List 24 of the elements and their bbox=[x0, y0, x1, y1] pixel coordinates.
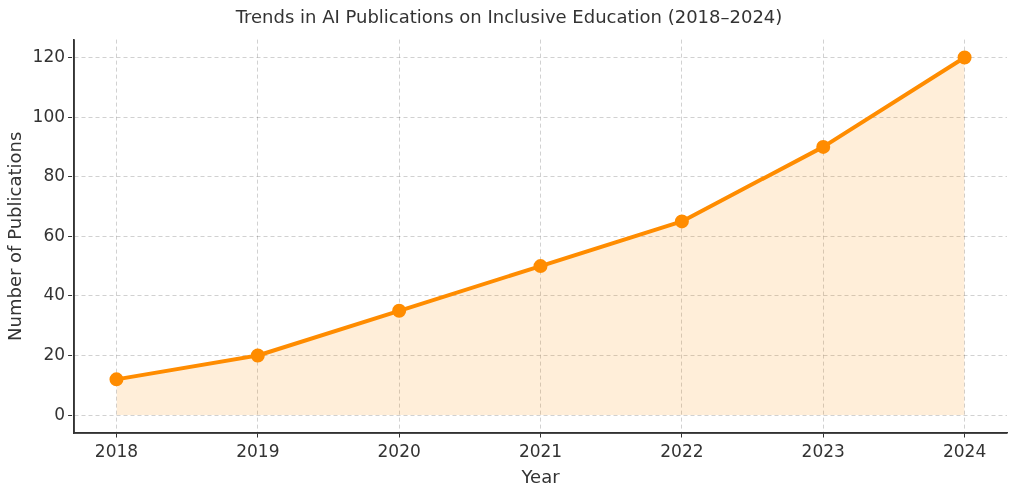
point bbox=[533, 259, 548, 274]
point bbox=[816, 139, 831, 154]
point bbox=[109, 372, 124, 387]
point bbox=[957, 50, 972, 65]
x-tick-label: 2019 bbox=[236, 440, 280, 461]
x-tick-label: 2021 bbox=[518, 440, 563, 461]
y-axis-title: Number of Publications bbox=[4, 131, 26, 341]
y-tick-label: 0 bbox=[54, 403, 66, 424]
y-tick-label: 40 bbox=[43, 284, 66, 305]
y-tick-label: 120 bbox=[32, 45, 66, 66]
y-tick-label: 20 bbox=[43, 343, 66, 364]
x-tick-label: 2022 bbox=[660, 440, 704, 461]
chart-title: Trends in AI Publications on Inclusive Education (2018–2024) bbox=[234, 6, 783, 28]
point bbox=[250, 348, 265, 363]
x-tick-label: 2018 bbox=[94, 440, 139, 461]
point bbox=[674, 214, 689, 229]
y-tick-label: 60 bbox=[43, 224, 66, 245]
y-tick-label: 80 bbox=[43, 165, 66, 186]
x-tick-label: 2024 bbox=[942, 440, 987, 461]
point bbox=[392, 303, 407, 318]
x-tick-label: 2020 bbox=[377, 440, 421, 461]
x-axis-title: Year bbox=[520, 465, 561, 487]
x-tick-label: 2023 bbox=[801, 440, 845, 461]
y-tick-label: 100 bbox=[32, 105, 66, 126]
